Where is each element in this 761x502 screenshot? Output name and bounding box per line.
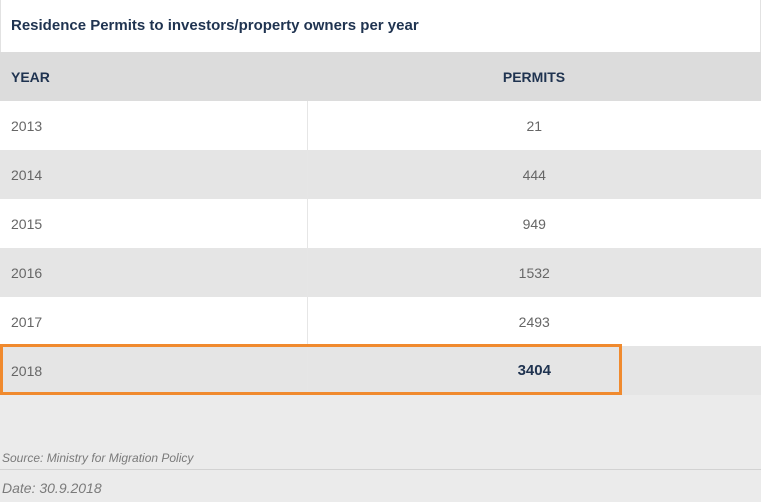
year-cell: 2018 (0, 346, 308, 395)
table-row: 2016 1532 (0, 248, 761, 297)
table-title: Residence Permits to investors/property … (11, 17, 419, 34)
year-cell: 2016 (0, 248, 308, 297)
permits-cell: 949 (307, 199, 761, 248)
permits-cell: 444 (307, 150, 761, 199)
title-bar: Residence Permits to investors/property … (0, 0, 761, 52)
year-cell: 2017 (0, 297, 308, 346)
permits-cell: 21 (307, 101, 761, 150)
footer-divider (0, 469, 761, 470)
year-cell: 2015 (0, 199, 308, 248)
year-cell: 2014 (0, 150, 308, 199)
column-header-year: YEAR (0, 52, 307, 101)
date-note: Date: 30.9.2018 (2, 480, 102, 496)
table-row: 2017 2493 (0, 297, 761, 346)
table-row: 2013 21 (0, 101, 761, 150)
year-cell: 2013 (0, 101, 308, 150)
permits-cell: 3404 (307, 346, 761, 395)
permits-cell: 2493 (307, 297, 761, 346)
column-header-permits: PERMITS (307, 52, 761, 101)
table-row-highlighted: 2018 3404 (0, 346, 761, 395)
header-row: YEAR PERMITS (0, 52, 761, 101)
permits-table: YEAR PERMITS 2013 21 2014 444 2015 949 2… (0, 52, 761, 395)
permits-cell: 1532 (307, 248, 761, 297)
table-row: 2015 949 (0, 199, 761, 248)
source-note: Source: Ministry for Migration Policy (2, 451, 194, 465)
table-row: 2014 444 (0, 150, 761, 199)
